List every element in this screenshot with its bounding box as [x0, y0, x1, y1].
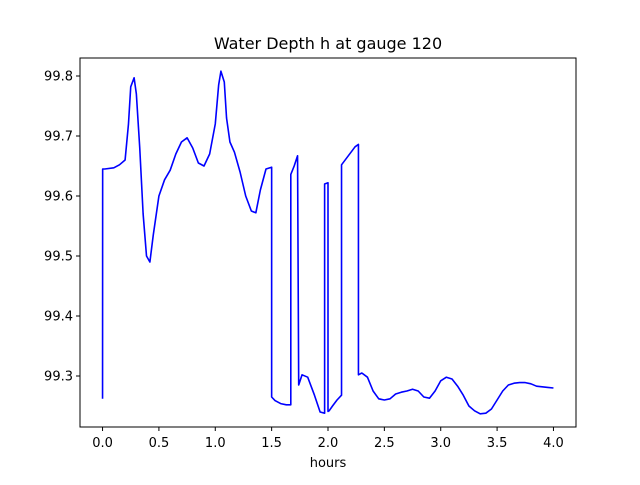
plot-area [101, 70, 554, 415]
axes-frame [79, 57, 577, 428]
y-tick-label: 99.3 [44, 370, 73, 385]
x-tick-label: 2.5 [374, 436, 395, 451]
x-tick-label: 1.5 [261, 436, 282, 451]
y-axis-ticks: 99.3 99.4 99.5 99.6 99.7 99.8 [44, 70, 80, 385]
x-tick-label: 1.0 [205, 436, 226, 451]
x-tick-label: 4.0 [543, 436, 564, 451]
y-tick-label: 99.8 [44, 70, 73, 85]
chart-title: Water Depth h at gauge 120 [214, 34, 442, 53]
x-axis-ticks: 0.0 0.5 1.0 1.5 2.0 2.5 3.0 3.5 4.0 [92, 427, 564, 451]
series-line-0 [101, 70, 554, 415]
y-tick-label: 99.5 [44, 250, 73, 265]
x-axis-label: hours [310, 456, 347, 471]
x-tick-label: 3.5 [487, 436, 508, 451]
y-tick-label: 99.6 [44, 190, 73, 205]
y-tick-label: 99.7 [44, 130, 73, 145]
x-tick-label: 2.0 [318, 436, 339, 451]
y-tick-label: 99.4 [44, 310, 73, 325]
x-tick-label: 0.0 [92, 436, 113, 451]
x-tick-label: 3.0 [430, 436, 451, 451]
x-tick-label: 0.5 [149, 436, 170, 451]
